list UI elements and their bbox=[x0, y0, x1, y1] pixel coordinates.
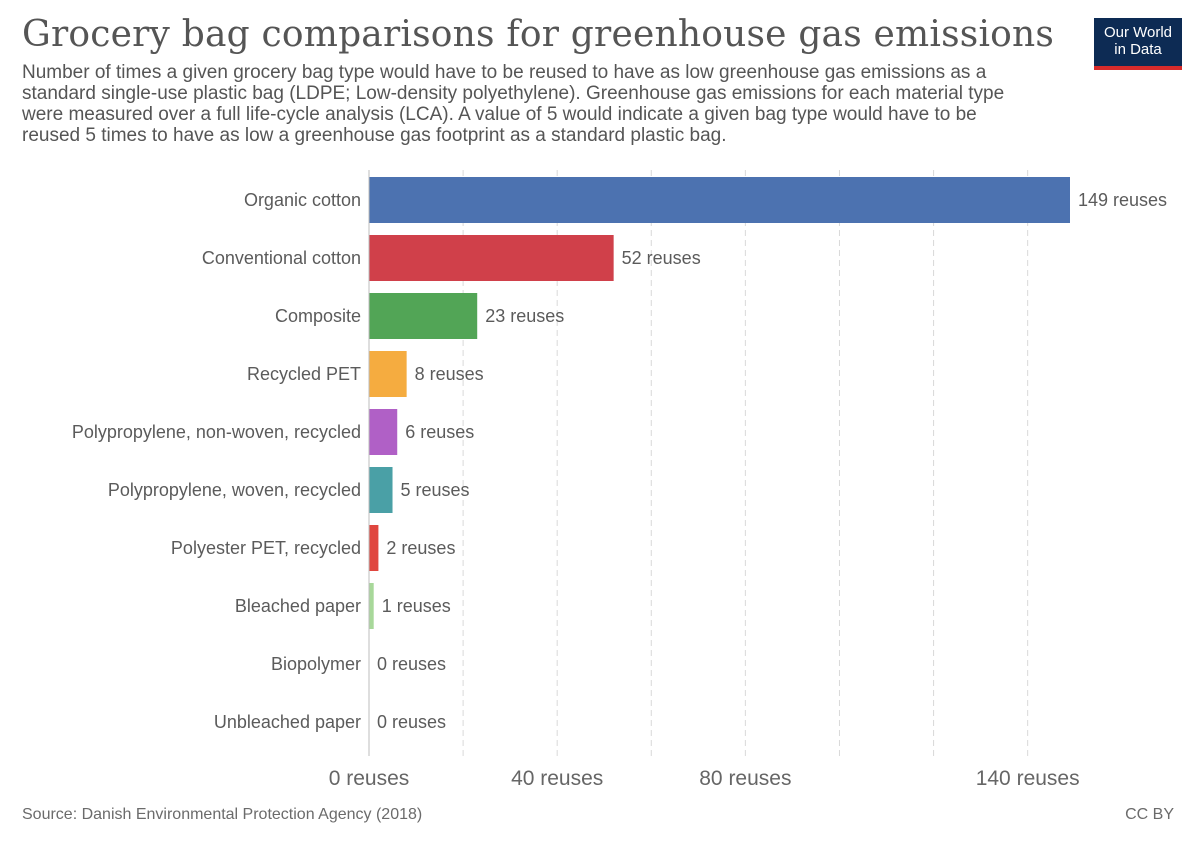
owid-logo[interactable]: Our World in Data bbox=[1094, 18, 1182, 70]
logo-line-1: Our World bbox=[1103, 24, 1173, 41]
bar[interactable] bbox=[369, 583, 374, 629]
logo-line-2: in Data bbox=[1114, 41, 1162, 58]
value-label: 6 reuses bbox=[405, 422, 474, 442]
value-label: 2 reuses bbox=[386, 538, 455, 558]
category-label: Bleached paper bbox=[235, 596, 361, 616]
value-label: 5 reuses bbox=[401, 480, 470, 500]
value-label: 0 reuses bbox=[377, 654, 446, 674]
value-label: 0 reuses bbox=[377, 712, 446, 732]
value-label: 52 reuses bbox=[622, 248, 701, 268]
bar[interactable] bbox=[369, 293, 478, 339]
category-label: Polypropylene, non-woven, recycled bbox=[72, 422, 361, 442]
bar[interactable] bbox=[369, 177, 1070, 223]
bar[interactable] bbox=[369, 467, 393, 513]
category-label: Composite bbox=[275, 306, 361, 326]
x-tick-label: 0 reuses bbox=[329, 767, 410, 790]
value-label: 1 reuses bbox=[382, 596, 451, 616]
x-tick-label: 40 reuses bbox=[511, 767, 603, 790]
category-label: Polyester PET, recycled bbox=[171, 538, 361, 558]
bar[interactable] bbox=[369, 409, 398, 455]
bar[interactable] bbox=[369, 235, 614, 281]
value-label: 23 reuses bbox=[485, 306, 564, 326]
category-label: Recycled PET bbox=[247, 364, 361, 384]
x-tick-label: 80 reuses bbox=[699, 767, 791, 790]
category-label: Polypropylene, woven, recycled bbox=[108, 480, 361, 500]
value-label: 149 reuses bbox=[1078, 190, 1167, 210]
license-link[interactable]: CC BY bbox=[1125, 806, 1174, 823]
source-note[interactable]: Source: Danish Environmental Protection … bbox=[22, 806, 423, 823]
chart-title: Grocery bag comparisons for greenhouse g… bbox=[22, 14, 1055, 55]
bar[interactable] bbox=[369, 351, 407, 397]
category-label: Organic cotton bbox=[244, 190, 361, 210]
bar[interactable] bbox=[369, 525, 379, 571]
category-label: Conventional cotton bbox=[202, 248, 361, 268]
chart-subtitle: Number of times a given grocery bag type… bbox=[22, 62, 1005, 146]
category-label: Biopolymer bbox=[271, 654, 361, 674]
value-label: 8 reuses bbox=[415, 364, 484, 384]
x-tick-label: 140 reuses bbox=[976, 767, 1080, 790]
category-label: Unbleached paper bbox=[214, 712, 361, 732]
